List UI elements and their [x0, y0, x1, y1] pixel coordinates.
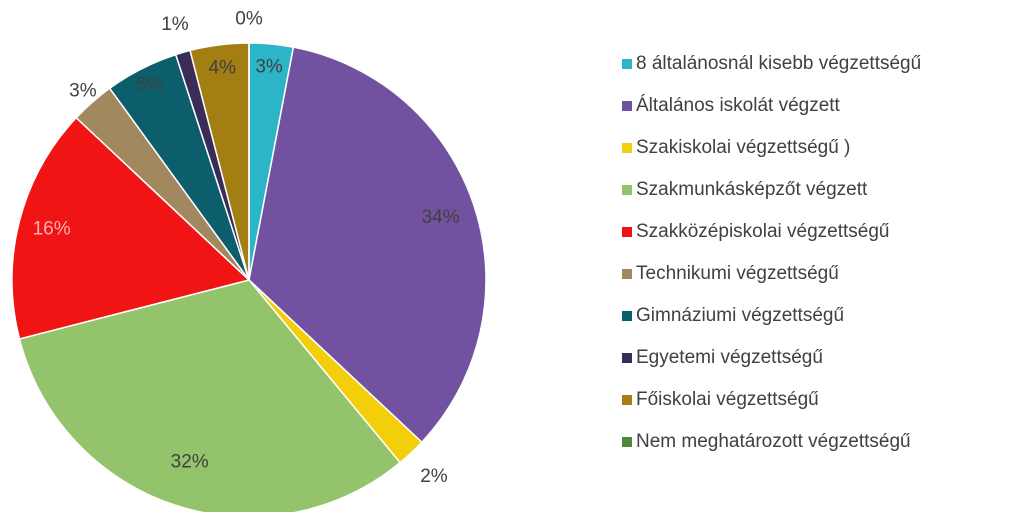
pie-slice	[248, 46, 487, 444]
legend-label: Szakmunkásképzőt végzett	[636, 179, 868, 200]
data-label: 3%	[69, 81, 97, 102]
legend-label: Általános iskolát végzett	[636, 95, 841, 116]
data-label: 5%	[136, 75, 164, 96]
legend-swatch	[622, 311, 632, 321]
legend-label: Gimnáziumi végzettségű	[636, 305, 844, 326]
data-label: 1%	[161, 14, 189, 35]
data-label: 3%	[255, 57, 283, 78]
legend-swatch	[622, 227, 632, 237]
legend-label: Szakközépiskolai végzettségű	[636, 221, 889, 242]
legend-swatch	[622, 437, 632, 447]
legend-swatch	[622, 143, 632, 153]
legend-label: Nem meghatározott végzettségű	[636, 431, 911, 452]
legend-swatch	[622, 59, 632, 69]
legend-label: Főiskolai végzettségű	[636, 389, 819, 410]
data-label: 34%	[422, 207, 460, 228]
legend-swatch	[622, 101, 632, 111]
data-label: 32%	[171, 452, 209, 473]
pie-slice	[11, 116, 251, 340]
legend-label: 8 általánosnál kisebb végzettségű	[636, 53, 921, 74]
legend-label: Egyetemi végzettségű	[636, 347, 823, 368]
data-label: 2%	[420, 466, 448, 487]
legend-swatch	[622, 185, 632, 195]
data-label: 16%	[33, 218, 71, 239]
legend-swatch	[622, 269, 632, 279]
legend-swatch	[622, 395, 632, 405]
legend-label: Technikumi végzettségű	[636, 263, 839, 284]
data-label: 4%	[209, 57, 237, 78]
pie-slice	[18, 279, 402, 512]
legend-label: Szakiskolai végzettségű )	[636, 137, 850, 158]
data-label: 0%	[235, 8, 263, 29]
legend-swatch	[622, 353, 632, 363]
